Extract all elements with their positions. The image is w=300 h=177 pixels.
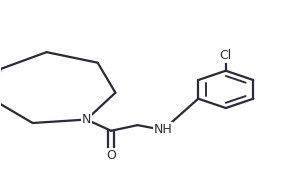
Text: NH: NH [154, 124, 172, 136]
Text: O: O [106, 149, 116, 162]
Text: N: N [82, 113, 91, 126]
Text: Cl: Cl [220, 49, 232, 62]
